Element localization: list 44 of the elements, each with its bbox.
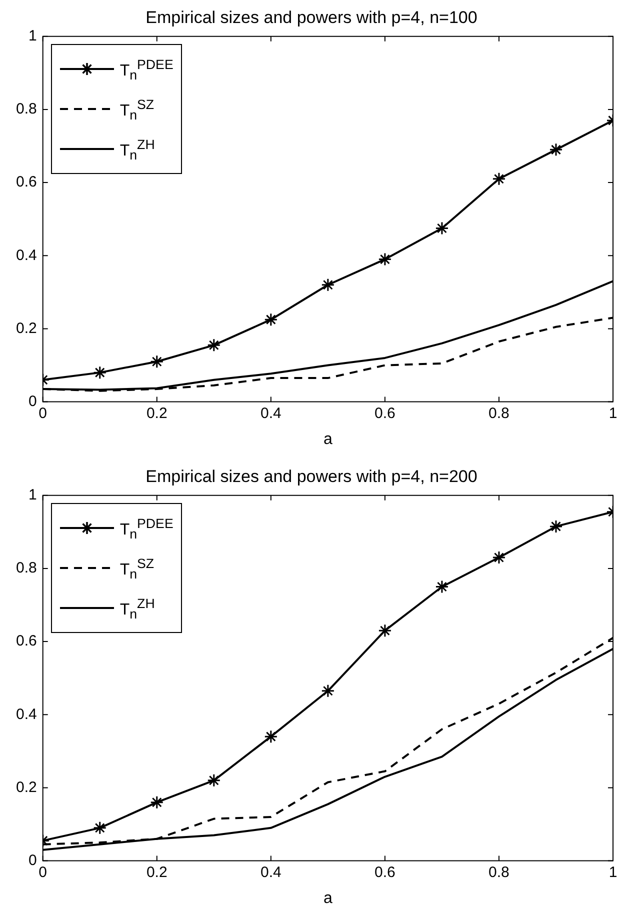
point: [150, 354, 164, 368]
chart-title: Empirical sizes and powers with p=4, n=100: [146, 8, 478, 27]
x-tick-label: 1: [608, 404, 618, 422]
point: [435, 580, 449, 594]
y-tick-label: 0: [28, 852, 37, 869]
y-tick-label: 0.2: [16, 778, 37, 796]
x-axis-title: a: [323, 890, 332, 907]
point: [435, 221, 449, 235]
chart-title: Empirical sizes and powers with p=4, n=200: [146, 466, 478, 486]
y-tick-label: 1: [28, 28, 37, 45]
point: [321, 278, 335, 292]
point: [321, 684, 335, 698]
y-tick-label: 0: [28, 392, 37, 410]
y-tick-label: 0.8: [16, 560, 37, 577]
x-tick-label: 1: [608, 864, 618, 881]
x-tick-label: 0.2: [146, 864, 168, 881]
y-tick-label: 0.8: [16, 100, 37, 118]
x-tick-label: 0.8: [488, 404, 510, 422]
x-tick-label: 0.6: [374, 404, 396, 422]
point: [549, 520, 563, 534]
x-axis-title: a: [323, 430, 332, 448]
y-tick-label: 0.6: [16, 174, 37, 191]
y-tick-label: 0.4: [16, 246, 37, 264]
point: [492, 550, 506, 564]
point: [549, 142, 563, 156]
x-tick-label: 0.2: [146, 404, 168, 422]
point: [264, 312, 278, 326]
point: [264, 730, 278, 744]
point: [492, 172, 506, 186]
point: [378, 252, 392, 266]
y-tick-label: 0.6: [16, 632, 37, 650]
point: [93, 821, 107, 835]
x-tick-label: 0.8: [488, 864, 510, 881]
y-tick-label: 0.4: [16, 706, 37, 723]
y-tick-label: 1: [28, 486, 37, 504]
point: [378, 624, 392, 638]
point: [150, 796, 164, 810]
point: [207, 774, 221, 788]
x-tick-label: 0.4: [260, 864, 282, 881]
x-tick-label: 0.4: [260, 404, 282, 422]
point: [93, 366, 107, 380]
x-tick-label: 0.6: [374, 864, 396, 881]
y-tick-label: 0.2: [16, 320, 37, 337]
point: [207, 338, 221, 352]
